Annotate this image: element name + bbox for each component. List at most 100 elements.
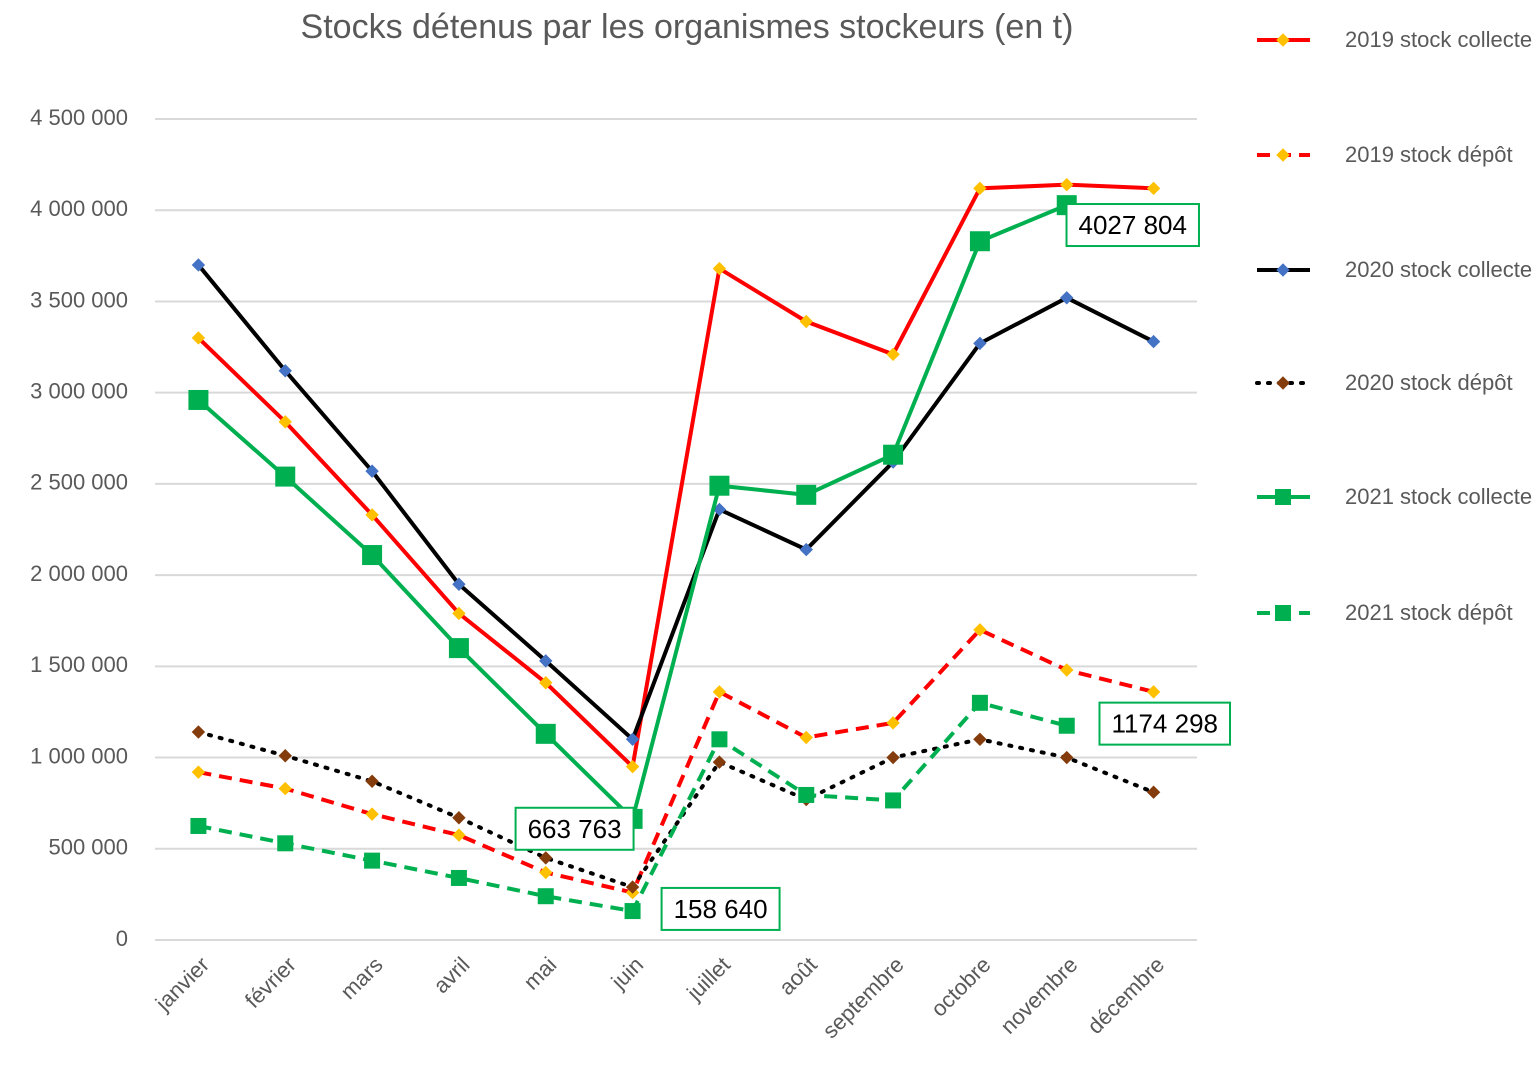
- marker: [969, 231, 990, 252]
- marker: [452, 577, 466, 591]
- marker: [973, 336, 987, 351]
- marker: [535, 723, 556, 744]
- y-tick-label: 3 000 000: [30, 378, 128, 403]
- marker: [1146, 181, 1161, 196]
- y-tick-label: 0: [116, 926, 128, 951]
- marker: [539, 865, 553, 880]
- marker: [712, 755, 727, 769]
- legend-label: 2019 stock collecte: [1345, 27, 1533, 52]
- chart-title: Stocks détenus par les organismes stocke…: [301, 8, 1074, 46]
- marker: [625, 880, 640, 894]
- y-tick-label: 2 000 000: [30, 561, 128, 586]
- marker: [712, 685, 727, 699]
- marker: [624, 903, 641, 920]
- marker: [886, 347, 900, 362]
- y-tick-label: 500 000: [48, 835, 128, 860]
- marker: [886, 750, 900, 765]
- x-tick-label: octobre: [926, 952, 996, 1022]
- y-tick-label: 2 500 000: [30, 470, 128, 495]
- marker: [1276, 376, 1290, 390]
- y-tick-label: 4 500 000: [30, 105, 128, 130]
- series-line: [198, 627, 1155, 895]
- marker: [278, 364, 292, 378]
- series-line: [197, 182, 1154, 771]
- marker: [278, 749, 292, 763]
- marker: [1060, 177, 1074, 192]
- marker: [886, 716, 900, 730]
- legend-label: 2020 stock dépôt: [1345, 370, 1513, 395]
- marker: [365, 774, 379, 788]
- x-tick-label: juillet: [681, 952, 735, 1006]
- marker: [537, 888, 554, 905]
- marker: [362, 545, 383, 566]
- marker: [973, 732, 987, 747]
- marker: [1276, 33, 1290, 47]
- data-label-box: [1098, 701, 1232, 746]
- marker: [1058, 717, 1075, 734]
- marker: [1275, 489, 1291, 505]
- legend-label: 2019 stock dépôt: [1345, 142, 1513, 167]
- marker: [799, 730, 813, 745]
- marker: [539, 676, 553, 690]
- data-label-box: [1065, 203, 1200, 248]
- marker: [1276, 263, 1290, 277]
- marker: [1060, 750, 1074, 765]
- x-tick-label: septembre: [818, 952, 909, 1043]
- marker: [1146, 785, 1161, 799]
- marker: [973, 181, 987, 196]
- marker: [190, 817, 207, 834]
- y-tick-label: 1 500 000: [30, 652, 128, 677]
- marker: [796, 484, 817, 505]
- legend-label: 2021 stock dépôt: [1345, 600, 1513, 625]
- marker: [973, 623, 987, 637]
- series-line: [197, 203, 1068, 823]
- data-label-box: [660, 886, 781, 931]
- data-label-box: [514, 806, 635, 851]
- data-label: 4027 804: [1079, 210, 1187, 240]
- y-tick-label: 4 000 000: [30, 196, 128, 221]
- series-line: [196, 730, 1156, 890]
- marker: [278, 781, 292, 796]
- marker: [448, 638, 469, 659]
- marker: [277, 835, 294, 852]
- marker: [1060, 291, 1074, 305]
- data-label: 158 640: [674, 894, 768, 924]
- marker: [1060, 663, 1074, 677]
- marker: [364, 852, 381, 869]
- marker: [275, 466, 296, 487]
- x-tick-label: avril: [428, 952, 474, 998]
- marker: [883, 444, 904, 465]
- marker: [625, 759, 640, 774]
- marker: [1146, 685, 1161, 699]
- marker: [191, 765, 206, 779]
- marker: [365, 464, 379, 478]
- legend-label: 2021 stock collecte: [1345, 484, 1533, 509]
- marker: [191, 725, 206, 739]
- legend-label: 2020 stock collecte: [1345, 257, 1533, 282]
- data-label: 663 763: [528, 814, 622, 844]
- x-tick-label: février: [240, 952, 301, 1013]
- y-tick-label: 3 500 000: [30, 287, 128, 312]
- marker: [191, 258, 206, 272]
- x-tick-label: décembre: [1082, 952, 1169, 1039]
- marker: [365, 807, 379, 821]
- data-label: 1174 298: [1111, 709, 1218, 739]
- marker: [1146, 334, 1161, 349]
- marker: [188, 389, 209, 410]
- x-tick-label: mars: [335, 952, 387, 1004]
- marker: [799, 542, 813, 557]
- x-tick-label: novembre: [996, 952, 1083, 1039]
- marker: [798, 786, 815, 803]
- marker: [278, 415, 292, 429]
- marker: [1276, 148, 1290, 162]
- marker: [799, 314, 813, 329]
- marker: [711, 731, 728, 748]
- x-tick-label: mai: [519, 952, 562, 995]
- marker: [885, 792, 902, 809]
- marker: [191, 331, 206, 345]
- marker: [450, 869, 467, 886]
- marker: [452, 828, 466, 842]
- y-tick-label: 1 000 000: [30, 743, 128, 768]
